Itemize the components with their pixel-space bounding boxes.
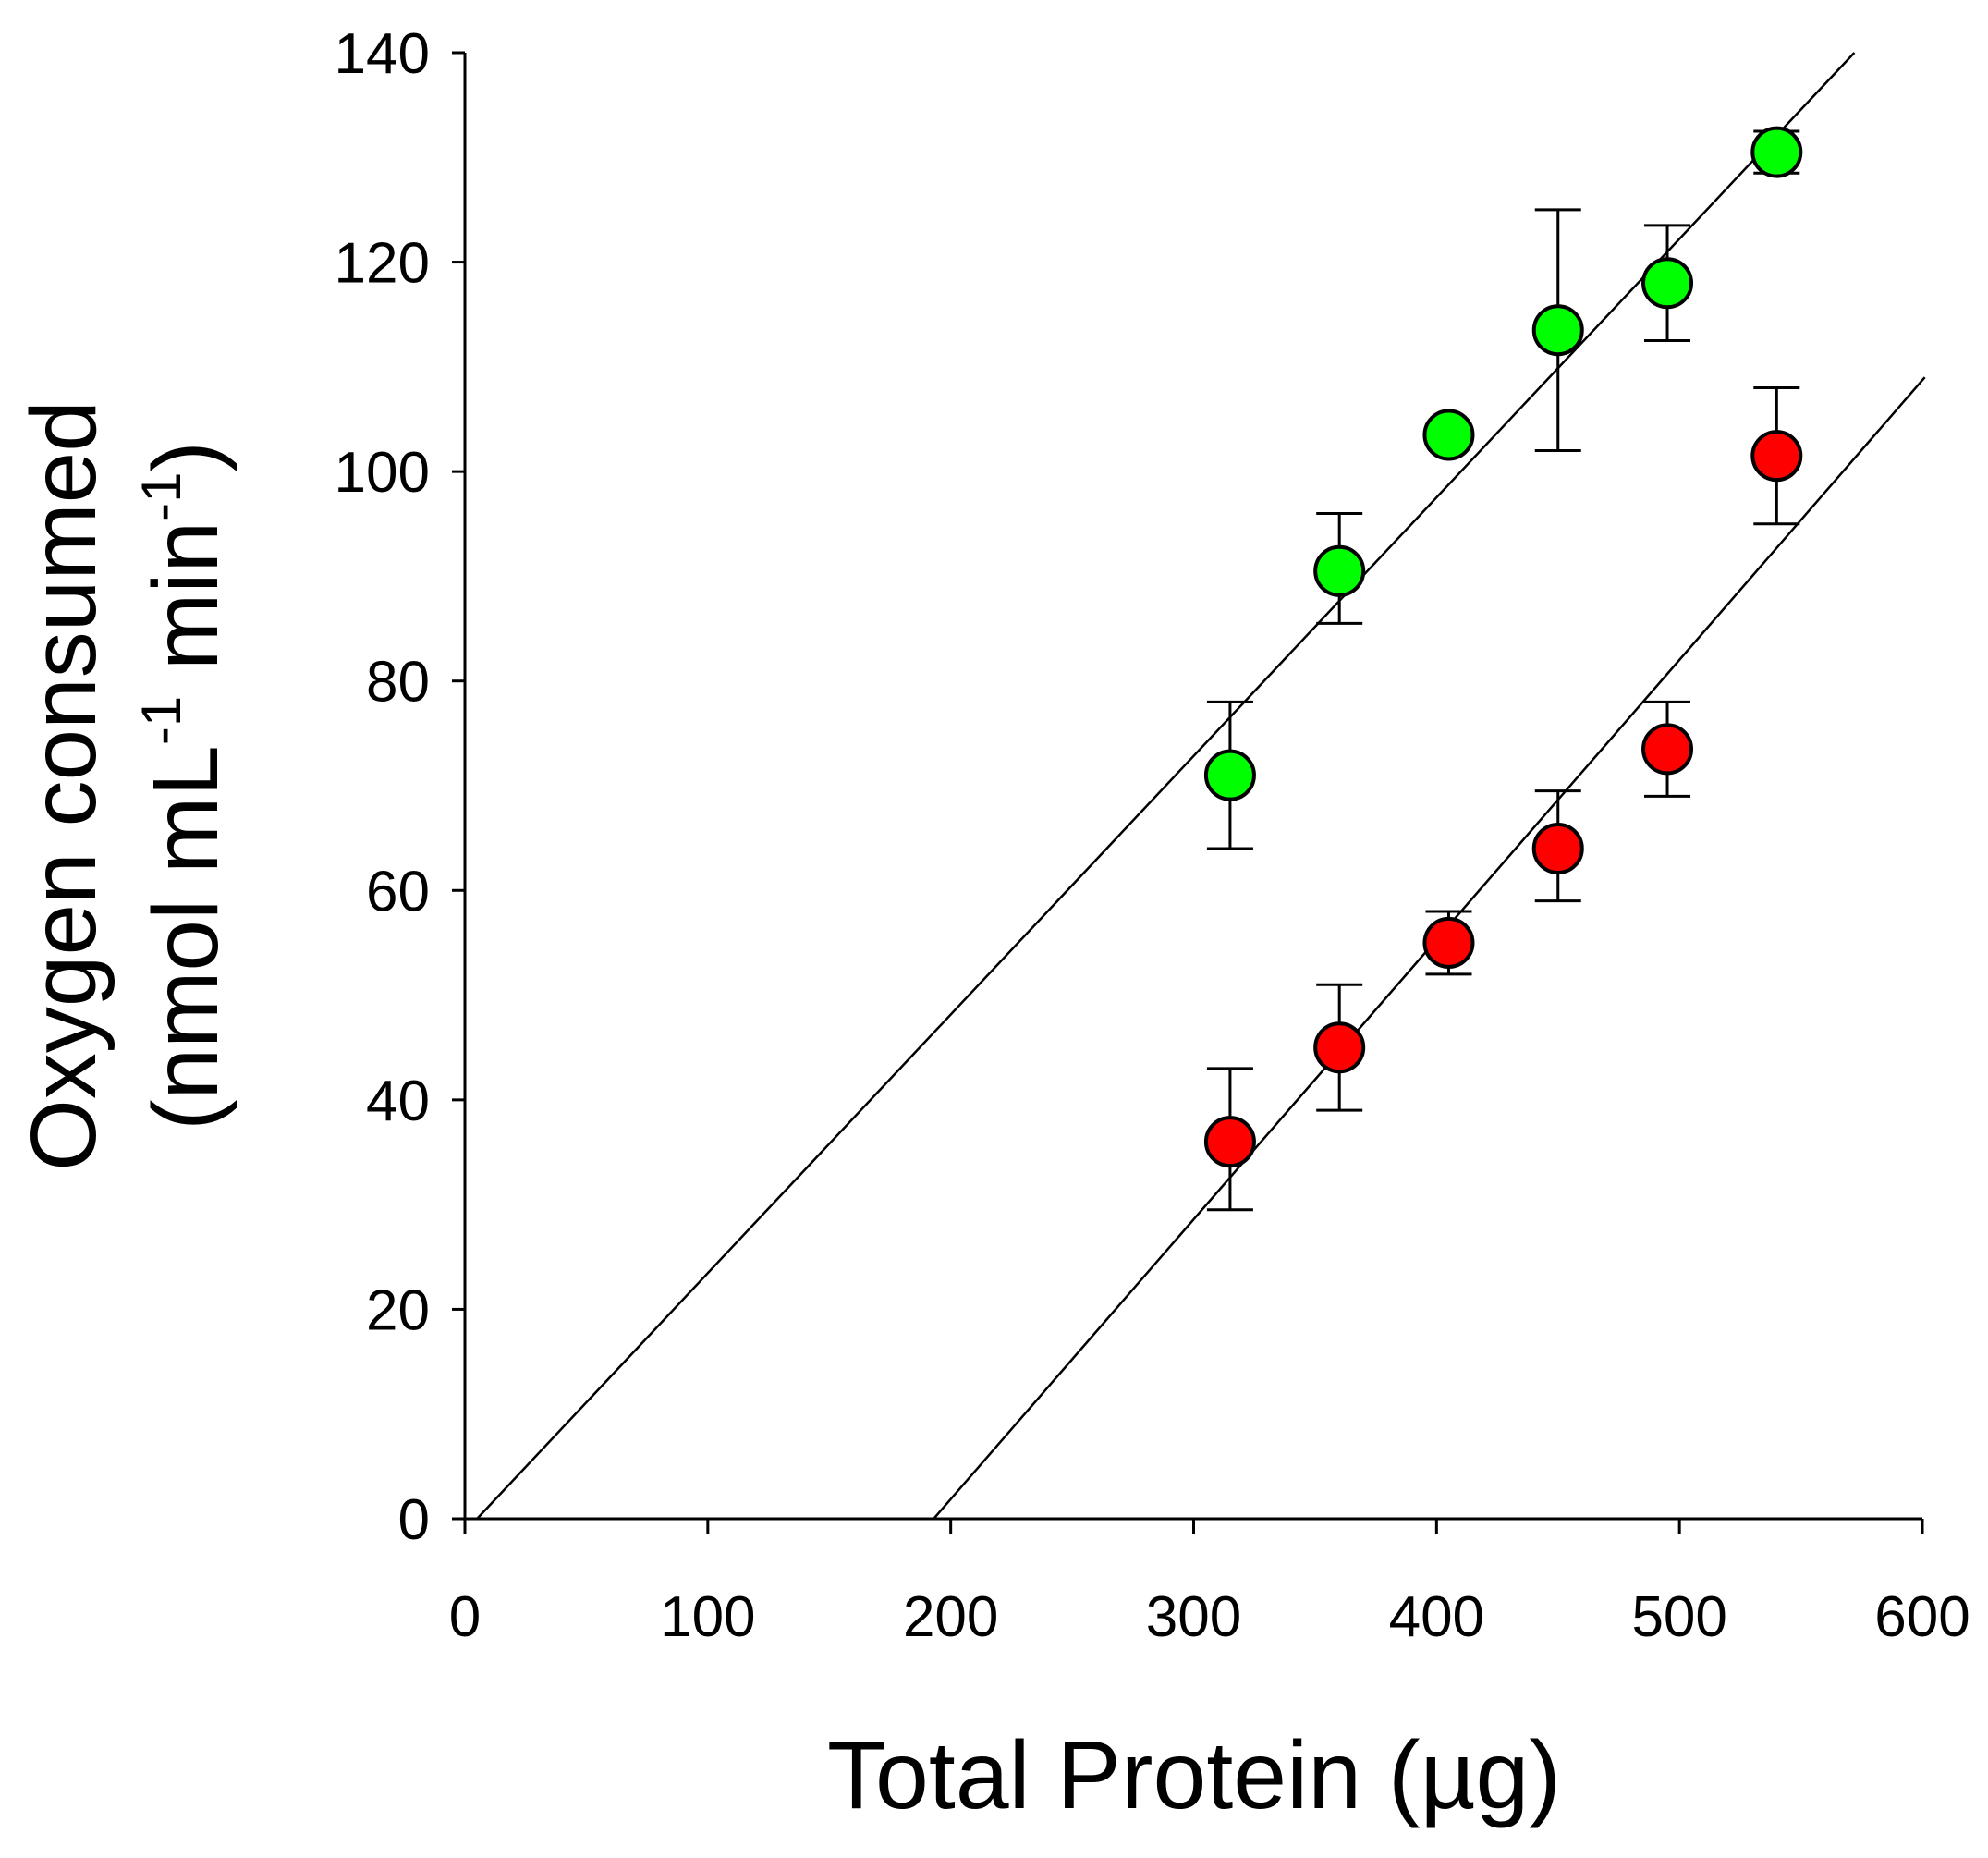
y-tick-label: 20 — [366, 1278, 430, 1342]
data-point — [1422, 409, 1475, 461]
x-tick-label: 200 — [903, 1585, 998, 1649]
data-point — [1313, 1021, 1366, 1074]
y-tick-label: 40 — [366, 1070, 430, 1133]
y-tick-label: 140 — [335, 22, 430, 86]
error-bars — [1206, 129, 1800, 1212]
x-tick-label: 300 — [1146, 1585, 1241, 1649]
y-title-units-1: (nmol mL — [134, 745, 238, 1131]
data-point — [1641, 723, 1694, 776]
y-axis-title-line2: (nmol mL-1 min-1) — [130, 441, 238, 1131]
x-tick-label: 0 — [449, 1585, 481, 1649]
regression-lines — [476, 52, 1926, 1520]
data-point — [1531, 304, 1584, 357]
x-tick-label: 100 — [660, 1585, 755, 1649]
y-title-units-3: ) — [134, 441, 238, 471]
y-tick-label: 60 — [366, 860, 430, 923]
y-tick-label: 120 — [335, 232, 430, 296]
x-tick-label: 400 — [1389, 1585, 1484, 1649]
y-axis-title-line1: Oxygen consumed — [12, 400, 116, 1171]
data-point — [1750, 430, 1803, 483]
y-axis-title: Oxygen consumed (nmol mL-1 min-1) — [12, 400, 238, 1171]
x-tick-label: 500 — [1631, 1585, 1726, 1649]
x-tick-label: 600 — [1874, 1585, 1970, 1649]
y-title-units-2: min — [134, 521, 238, 696]
data-point — [1641, 257, 1694, 310]
data-point — [1531, 822, 1584, 874]
y-tick-label: 0 — [398, 1488, 430, 1552]
x-axis-ticks: 0 100 200 300 400 500 600 — [449, 1519, 1970, 1649]
fit-line — [476, 52, 1856, 1520]
y-tick-label: 100 — [335, 441, 430, 505]
y-title-sup-2: -1 — [130, 471, 192, 520]
data-point — [1203, 1116, 1256, 1168]
y-tick-label: 80 — [366, 651, 430, 715]
data-point — [1203, 749, 1256, 801]
data-points — [1203, 126, 1803, 1168]
data-point — [1422, 916, 1475, 969]
data-point — [1750, 126, 1803, 178]
y-axis-ticks: 0 20 40 60 80 100 120 140 — [335, 22, 465, 1552]
data-point — [1313, 544, 1366, 597]
y-title-sup-1: -1 — [130, 696, 192, 745]
x-axis-title: Total Protein (µg) — [827, 1722, 1561, 1829]
